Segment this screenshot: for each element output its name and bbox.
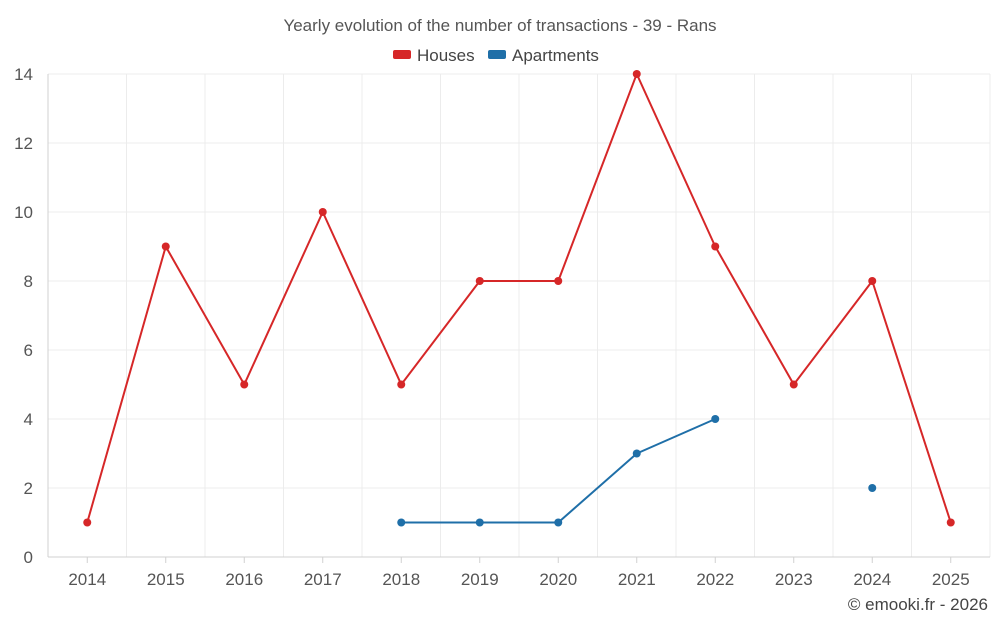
x-tick-label: 2022 xyxy=(696,570,734,589)
x-tick-label: 2017 xyxy=(304,570,342,589)
x-tick-label: 2021 xyxy=(618,570,656,589)
y-tick-label: 8 xyxy=(24,272,33,291)
chart-title: Yearly evolution of the number of transa… xyxy=(283,16,716,35)
legend-label-apartments[interactable]: Apartments xyxy=(512,46,599,65)
data-point-houses-2020[interactable] xyxy=(554,277,563,285)
credit-text: © emooki.fr - 2026 xyxy=(848,595,988,614)
data-point-apartments-2021[interactable] xyxy=(632,449,641,458)
series-line-houses xyxy=(86,73,952,523)
legend-swatch-apartments[interactable] xyxy=(488,50,506,59)
data-point-apartments-2018[interactable] xyxy=(397,518,406,527)
x-tick-label: 2015 xyxy=(147,570,185,589)
data-point-houses-2019[interactable] xyxy=(475,277,484,285)
data-point-houses-2024[interactable] xyxy=(868,277,877,285)
data-point-houses-2018[interactable] xyxy=(397,380,406,389)
data-point-houses-2017[interactable] xyxy=(318,208,327,216)
data-point-houses-2014[interactable] xyxy=(83,518,92,527)
y-tick-label: 10 xyxy=(14,203,33,222)
data-point-houses-2015[interactable] xyxy=(161,242,170,251)
series-layer xyxy=(83,70,955,527)
x-tick-label: 2019 xyxy=(461,570,499,589)
series-apartments xyxy=(397,415,877,527)
y-tick-label: 12 xyxy=(14,134,33,153)
data-point-houses-2022[interactable] xyxy=(711,242,720,251)
data-point-apartments-2022[interactable] xyxy=(711,415,720,423)
x-tick-label: 2018 xyxy=(382,570,420,589)
data-point-houses-2021[interactable] xyxy=(632,70,641,78)
x-tick-label: 2023 xyxy=(775,570,813,589)
y-tick-label: 2 xyxy=(24,479,33,498)
data-point-houses-2023[interactable] xyxy=(789,380,798,389)
legend-swatch-houses[interactable] xyxy=(393,50,411,59)
x-tick-label: 2024 xyxy=(853,570,891,589)
data-point-apartments-2020[interactable] xyxy=(554,518,563,527)
y-tick-label: 14 xyxy=(14,65,33,84)
y-tick-label: 0 xyxy=(24,548,33,567)
series-houses xyxy=(83,70,955,527)
data-point-apartments-2024[interactable] xyxy=(868,484,877,492)
x-tick-label: 2025 xyxy=(932,570,970,589)
data-point-houses-2025[interactable] xyxy=(946,518,955,527)
y-tick-label: 4 xyxy=(24,410,33,429)
data-point-apartments-2019[interactable] xyxy=(475,518,484,527)
legend: Houses Apartments xyxy=(393,46,599,65)
data-point-houses-2016[interactable] xyxy=(240,380,249,389)
x-tick-label: 2016 xyxy=(225,570,263,589)
x-tick-label: 2014 xyxy=(68,570,106,589)
grid xyxy=(47,73,991,557)
axes: 0 2 4 6 8 10 12 14 2014 2015 2016 2017 2018 2019 2020 2… xyxy=(14,65,990,589)
legend-label-houses[interactable]: Houses xyxy=(417,46,475,65)
series-line-apartments xyxy=(401,418,716,524)
x-tick-label: 2020 xyxy=(539,570,577,589)
y-tick-label: 6 xyxy=(24,341,33,360)
